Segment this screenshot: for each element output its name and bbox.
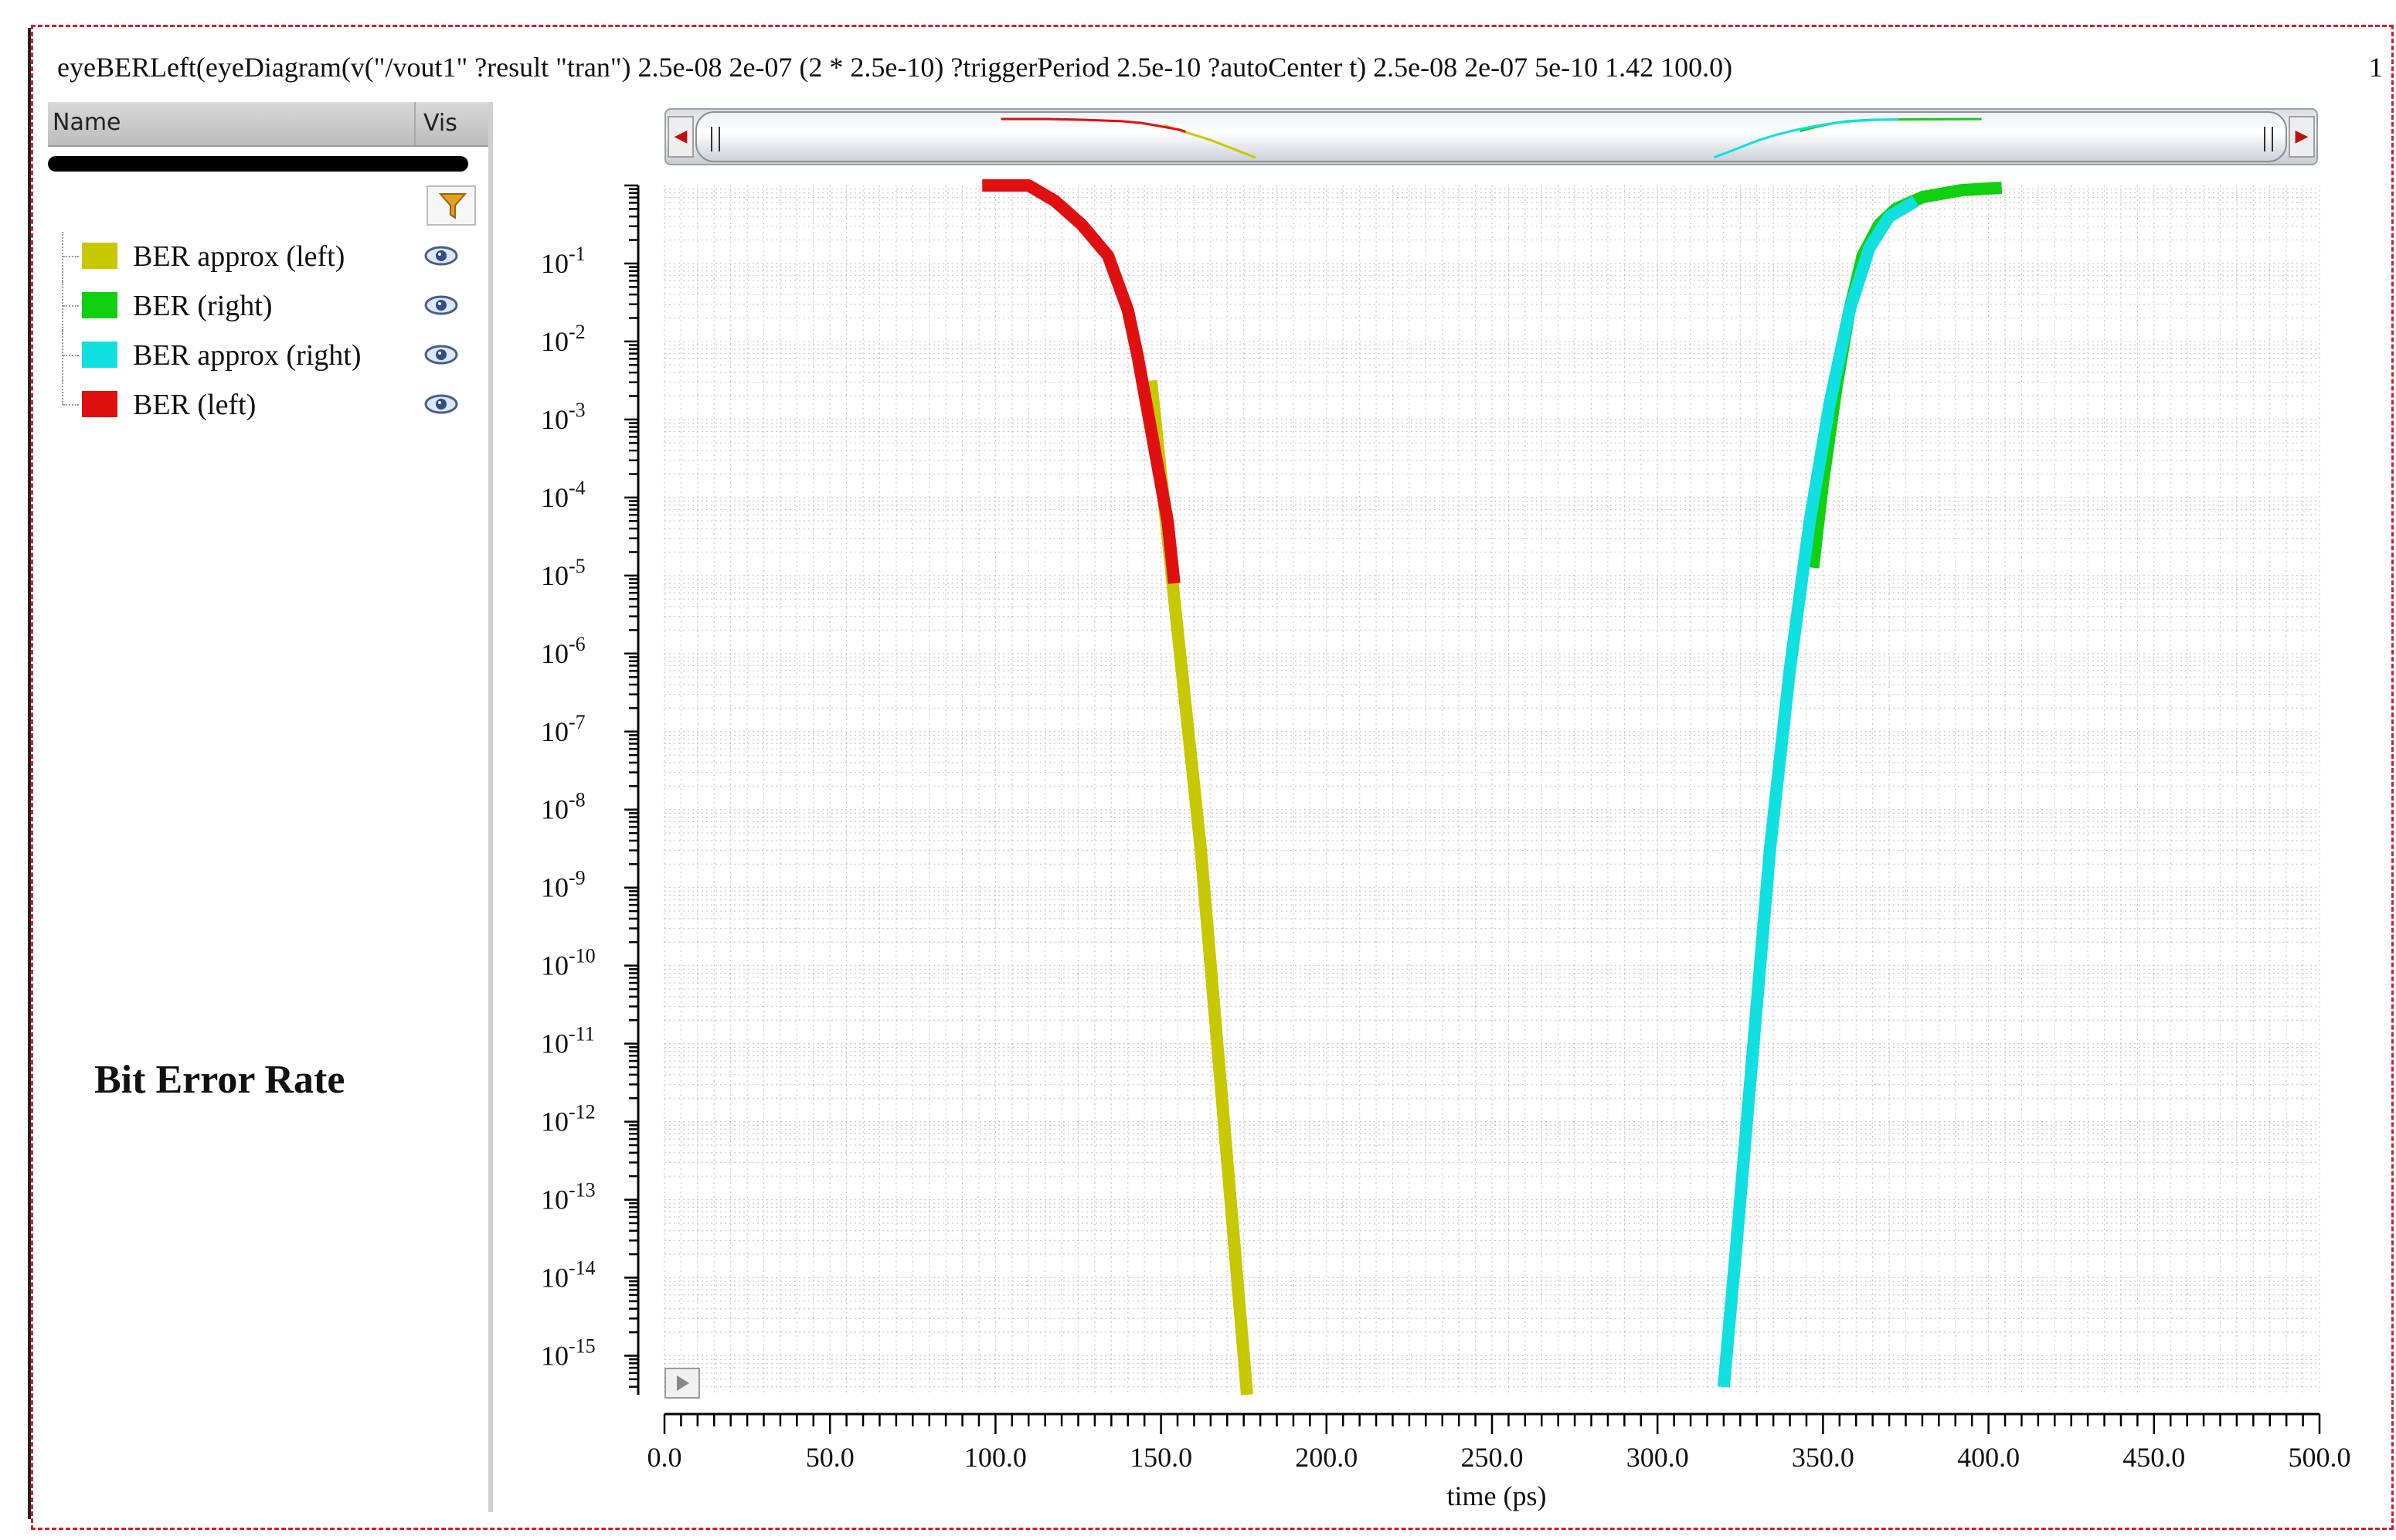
legend-swatch	[82, 342, 117, 368]
x-tick-label: 450.0	[2122, 1442, 2185, 1473]
preview-line	[1001, 117, 1186, 133]
scroll-left-arrow[interactable]: ◀	[668, 116, 694, 158]
x-tick-label: 400.0	[1957, 1442, 2020, 1473]
legend-label: BER (right)	[133, 290, 273, 322]
play-icon	[677, 1375, 689, 1391]
panel-scrollbar[interactable]	[48, 156, 468, 172]
x-tick-label: 350.0	[1792, 1442, 1854, 1473]
y-tick-label: 10-9	[541, 867, 586, 903]
y-tick-label: 10-14	[541, 1257, 596, 1294]
legend-label: BER approx (left)	[133, 240, 345, 273]
y-tick-label: 10-15	[541, 1335, 596, 1372]
play-button[interactable]	[664, 1368, 700, 1399]
column-header-vis[interactable]: Vis	[414, 102, 457, 145]
y-tick-label: 10-6	[541, 633, 586, 669]
legend-swatch	[82, 292, 117, 318]
eye-icon[interactable]	[423, 391, 459, 417]
eye-icon[interactable]	[423, 342, 459, 368]
legend-item[interactable]: BER approx (left)	[48, 232, 488, 281]
y-tick-label: 10-2	[541, 321, 586, 357]
tree-connector	[62, 380, 65, 405]
scroller-preview	[1001, 117, 1982, 159]
x-scroller[interactable]: ◀ ▶	[664, 108, 2318, 165]
tree-tick	[63, 305, 79, 307]
column-header-name[interactable]: Name	[53, 109, 121, 136]
legend-header: Name Vis	[48, 102, 488, 147]
scroller-thumb[interactable]	[695, 111, 2287, 162]
y-tick-label: 10-10	[541, 945, 596, 981]
legend-swatch	[82, 391, 117, 417]
series-line	[1717, 195, 1919, 1388]
expression-index: 1	[2369, 52, 2383, 83]
y-tick-label: 10-13	[541, 1179, 596, 1215]
frame-left-rule	[28, 28, 31, 1519]
x-tick-label: 100.0	[964, 1442, 1027, 1473]
x-tick-label: 300.0	[1626, 1442, 1689, 1473]
filter-icon	[439, 193, 467, 219]
filter-button[interactable]	[427, 185, 476, 226]
legend-item[interactable]: BER (right)	[48, 281, 488, 331]
legend-item[interactable]: BER approx (right)	[48, 331, 488, 380]
preview-line	[1713, 118, 1899, 159]
x-tick-label: 0.0	[647, 1442, 682, 1473]
eye-icon[interactable]	[423, 243, 459, 269]
y-tick-label: 10-7	[541, 711, 586, 747]
side-title: Bit Error Rate	[94, 1058, 345, 1102]
x-tick-label: 500.0	[2289, 1442, 2351, 1473]
thumb-grip-right[interactable]	[2264, 127, 2273, 151]
series-line	[982, 179, 1181, 584]
legend-label: BER approx (right)	[133, 339, 362, 372]
legend-item[interactable]: BER (left)	[48, 380, 488, 430]
legend-panel: Name Vis BER approx (left) BER (right) BER…	[48, 102, 493, 1512]
tree-tick	[63, 256, 79, 257]
y-tick-label: 10-1	[541, 243, 586, 279]
y-tick-label: 10-5	[541, 555, 586, 591]
tree-connector	[62, 281, 65, 331]
thumb-grip-left[interactable]	[711, 127, 720, 151]
scroll-right-arrow[interactable]: ▶	[2289, 116, 2315, 158]
tree-connector	[62, 232, 65, 281]
y-tick-label: 10-12	[541, 1101, 596, 1137]
eye-icon[interactable]	[423, 292, 459, 318]
tree-tick	[63, 404, 79, 406]
x-axis-label: time (ps)	[1447, 1481, 1547, 1511]
plot-area	[664, 185, 2320, 1395]
y-tick-label: 10-3	[541, 399, 586, 435]
y-tick-label: 10-8	[541, 789, 586, 825]
x-tick-label: 250.0	[1461, 1442, 1524, 1473]
expression-text: eyeBERLeft(eyeDiagram(v("/vout1" ?result…	[57, 52, 1733, 83]
y-tick-label: 10-4	[541, 477, 586, 513]
x-tick-label: 200.0	[1295, 1442, 1358, 1473]
x-tick-label: 50.0	[806, 1442, 855, 1473]
y-tick-label: 10-11	[541, 1023, 595, 1059]
legend-swatch	[82, 243, 117, 269]
x-tick-label: 150.0	[1130, 1442, 1192, 1473]
tree-tick	[63, 355, 79, 356]
figure-frame	[31, 25, 2394, 1530]
tree-connector	[62, 331, 65, 380]
legend-label: BER (left)	[133, 389, 257, 421]
